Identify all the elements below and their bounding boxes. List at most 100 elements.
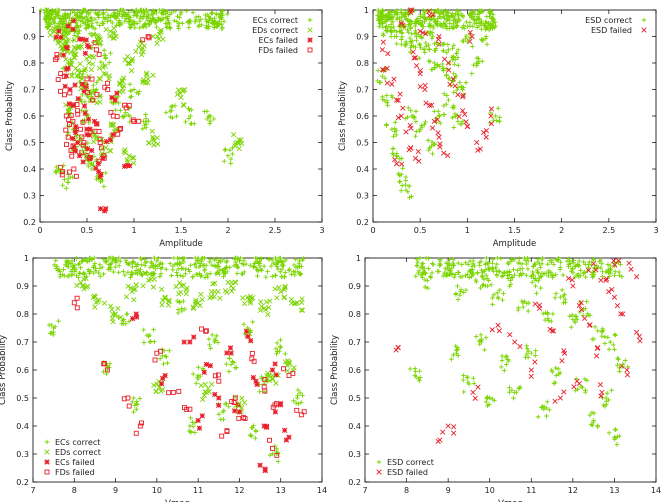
data-point <box>186 116 192 121</box>
data-point <box>464 19 469 25</box>
data-point <box>38 7 44 13</box>
data-point <box>63 113 69 119</box>
data-point <box>117 9 122 14</box>
data-point <box>436 33 442 40</box>
data-point <box>477 146 483 152</box>
data-point <box>82 110 88 117</box>
data-point <box>294 395 300 401</box>
data-point <box>140 77 147 83</box>
data-point <box>152 357 158 363</box>
data-point <box>105 87 111 92</box>
data-point <box>491 292 497 298</box>
data-point <box>297 390 303 396</box>
data-point <box>417 41 422 47</box>
data-point <box>209 11 214 16</box>
data-point <box>431 142 437 148</box>
data-point <box>156 384 162 391</box>
data-point <box>129 288 135 295</box>
chart-panel-top-left: 0 0.5 1 1.5 2 2.5 30.20.30.40.50.60.70.80.91Am… <box>5 6 325 249</box>
x-axis-label: Vmag <box>165 499 190 502</box>
data-point <box>449 13 455 18</box>
data-point <box>398 20 404 26</box>
data-point <box>89 23 94 29</box>
data-point <box>470 44 475 49</box>
data-point <box>228 156 234 162</box>
data-point <box>57 34 64 41</box>
data-point <box>389 10 395 15</box>
data-point <box>426 24 432 29</box>
data-point <box>420 24 425 29</box>
data-point <box>239 395 245 401</box>
data-point <box>476 23 482 29</box>
data-point <box>212 288 218 295</box>
data-point <box>547 407 552 413</box>
data-point <box>609 388 614 393</box>
data-point <box>515 260 521 266</box>
data-point <box>417 84 423 90</box>
data-point <box>500 297 505 303</box>
y-tick-label: 0.6 <box>23 112 36 121</box>
data-point <box>209 332 215 338</box>
x-tick-label: 2 <box>225 226 230 235</box>
data-point <box>84 76 90 82</box>
data-point <box>451 25 456 30</box>
data-point <box>167 12 173 17</box>
data-point <box>299 307 306 313</box>
data-point <box>294 407 300 413</box>
data-point <box>173 283 179 290</box>
data-point <box>107 361 113 366</box>
data-point <box>615 362 620 368</box>
data-point <box>379 47 386 53</box>
data-point <box>403 187 409 193</box>
data-point <box>487 14 492 19</box>
data-point <box>504 353 510 359</box>
data-point <box>245 294 251 300</box>
data-point <box>543 310 548 316</box>
data-point <box>75 95 81 102</box>
data-point <box>258 299 264 305</box>
data-point <box>169 273 174 278</box>
data-point <box>71 37 78 43</box>
data-point <box>216 395 222 401</box>
data-point <box>278 258 284 264</box>
x-tick-label: 14 <box>317 486 327 495</box>
data-point <box>114 90 120 96</box>
data-point <box>167 114 173 120</box>
data-point <box>69 135 76 142</box>
y-tick-label: 0.2 <box>16 478 29 487</box>
data-point <box>208 346 213 351</box>
data-point <box>236 415 242 421</box>
data-point <box>130 260 135 266</box>
data-point <box>431 118 437 124</box>
data-point <box>417 28 423 34</box>
data-point <box>254 267 260 273</box>
data-point <box>92 304 98 310</box>
data-point <box>95 161 101 167</box>
data-point <box>51 28 57 34</box>
data-point <box>408 45 413 51</box>
data-point <box>293 256 298 262</box>
data-point <box>624 367 630 373</box>
data-point <box>80 159 86 165</box>
data-point <box>150 284 157 290</box>
data-point <box>549 257 555 263</box>
data-point <box>108 14 113 20</box>
data-point <box>569 277 575 283</box>
data-point <box>134 314 140 320</box>
data-point <box>421 15 427 21</box>
data-point <box>389 126 395 132</box>
data-point <box>63 45 69 51</box>
data-point <box>612 269 618 274</box>
legend-label: ESD failed <box>591 26 632 35</box>
data-point <box>76 262 81 267</box>
data-point <box>206 24 212 29</box>
y-axis-label: Class Probability <box>0 335 8 405</box>
data-point <box>83 26 89 31</box>
data-point <box>486 20 492 26</box>
data-point <box>151 327 156 333</box>
data-point <box>479 267 484 273</box>
data-point <box>625 364 631 370</box>
data-point <box>101 184 107 189</box>
data-point <box>130 259 136 265</box>
data-point <box>450 115 455 120</box>
